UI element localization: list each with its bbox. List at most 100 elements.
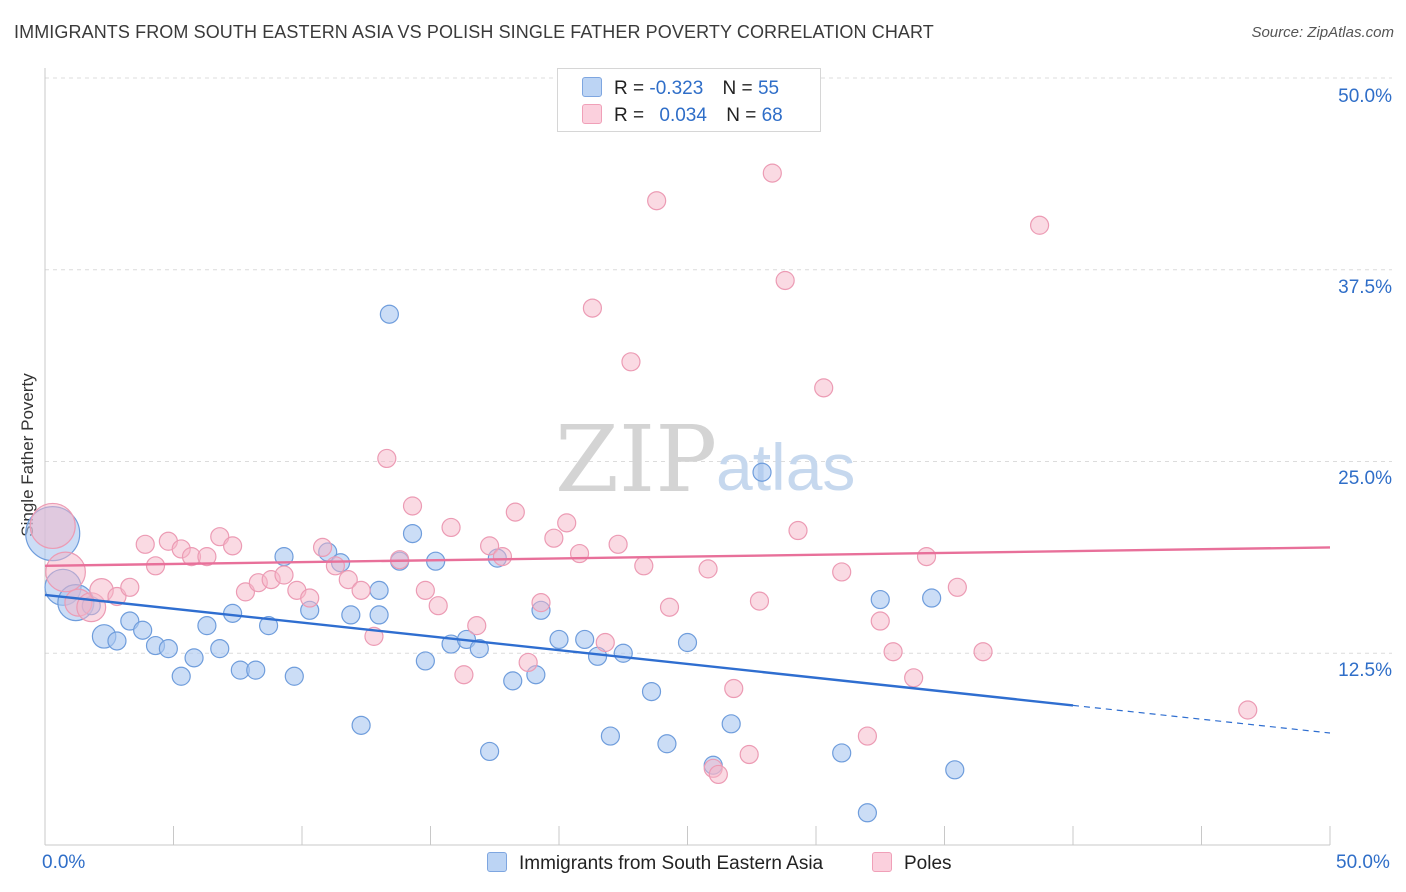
data-point (258, 616, 279, 636)
data-point (857, 726, 878, 746)
gridlines (45, 77, 1392, 654)
legend-n-value-poles: 68 (761, 105, 783, 126)
watermark: ZIP atlas (555, 406, 855, 513)
data-point (557, 513, 577, 533)
data-point (634, 556, 654, 576)
data-point (677, 632, 698, 653)
data-point (351, 715, 371, 735)
data-point (832, 743, 852, 763)
data-point (582, 298, 603, 318)
data-point (120, 577, 140, 597)
data-point (613, 643, 633, 663)
data-point (595, 632, 615, 653)
data-point (158, 639, 178, 659)
data-point (973, 642, 993, 662)
data-point (531, 593, 551, 613)
data-point (857, 803, 878, 823)
data-point (870, 589, 890, 610)
bottom-legend-poles: Poles (872, 852, 952, 875)
data-point (369, 605, 389, 625)
watermark-zip: ZIP (555, 406, 717, 513)
data-point (284, 666, 304, 686)
data-point (341, 605, 361, 625)
axes (44, 68, 1331, 846)
data-point (870, 611, 890, 631)
data-point (300, 588, 320, 608)
data-point (145, 556, 166, 576)
data-point (641, 681, 662, 702)
y-tick-37-5: 37.5% (1338, 277, 1392, 298)
bottom-legend-swatch-pink (872, 852, 892, 872)
data-point (708, 764, 728, 785)
x-tick-0: 0.0% (42, 852, 86, 873)
legend-swatch-pink (582, 104, 602, 124)
data-point (657, 734, 677, 754)
series-poles-points (29, 163, 1258, 785)
data-point (549, 629, 569, 650)
legend-row-poles: R = 0.034 N = 68 (582, 104, 783, 128)
data-point (29, 502, 76, 550)
legend-r-value-poles: 0.034 (659, 105, 707, 126)
trend-lines (44, 546, 1331, 734)
data-point (210, 639, 230, 659)
data-point (402, 523, 423, 544)
data-point (492, 547, 513, 567)
data-point (832, 562, 852, 582)
data-point (575, 629, 595, 650)
data-point (377, 448, 397, 469)
data-point (698, 559, 718, 579)
data-point (904, 668, 924, 688)
data-point (947, 577, 967, 597)
watermark-atlas: atlas (716, 430, 855, 504)
data-point (505, 502, 525, 522)
data-point (415, 580, 435, 600)
y-tick-12-5: 12.5% (1338, 660, 1392, 681)
data-point (197, 547, 217, 567)
data-point (480, 536, 500, 556)
data-point (503, 671, 523, 691)
data-point (1238, 700, 1258, 720)
data-point (569, 543, 590, 564)
data-point (197, 616, 217, 636)
data-point (945, 760, 965, 780)
y-tick-50: 50.0% (1338, 86, 1392, 107)
data-point (721, 714, 741, 734)
data-point (608, 534, 628, 554)
data-point (647, 191, 667, 211)
trend-line-immigrants (44, 593, 1074, 707)
data-point (351, 580, 371, 600)
data-point (1029, 215, 1050, 235)
data-point (45, 551, 86, 593)
data-point (814, 378, 834, 398)
data-point (274, 565, 294, 585)
data-point (338, 570, 358, 590)
data-point (369, 580, 389, 600)
data-point (223, 536, 243, 556)
data-point (775, 270, 795, 291)
data-point (480, 741, 500, 762)
data-point (184, 648, 204, 668)
data-point (916, 547, 937, 567)
data-point (325, 556, 346, 576)
data-point (246, 660, 266, 680)
data-point (428, 596, 448, 616)
data-point (454, 665, 474, 685)
y-tick-25: 25.0% (1338, 468, 1392, 489)
x-tick-50: 50.0% (1336, 852, 1390, 873)
data-point (402, 496, 423, 516)
data-point (788, 520, 808, 541)
data-point (544, 528, 564, 548)
data-point (518, 652, 538, 673)
data-point (762, 163, 782, 183)
trend-line-poles (44, 546, 1331, 568)
data-point (752, 462, 772, 482)
data-point (107, 631, 127, 651)
data-point (749, 591, 770, 611)
source-credit: Source: ZipAtlas.com (1251, 24, 1394, 41)
correlation-legend: R = -0.323 N = 55 R = 0.034 N = 68 (557, 68, 821, 132)
data-point (739, 744, 759, 765)
trend-line-immigrants-extension (1072, 704, 1331, 734)
data-point (724, 678, 744, 699)
chart-title: IMMIGRANTS FROM SOUTH EASTERN ASIA VS PO… (14, 22, 934, 42)
